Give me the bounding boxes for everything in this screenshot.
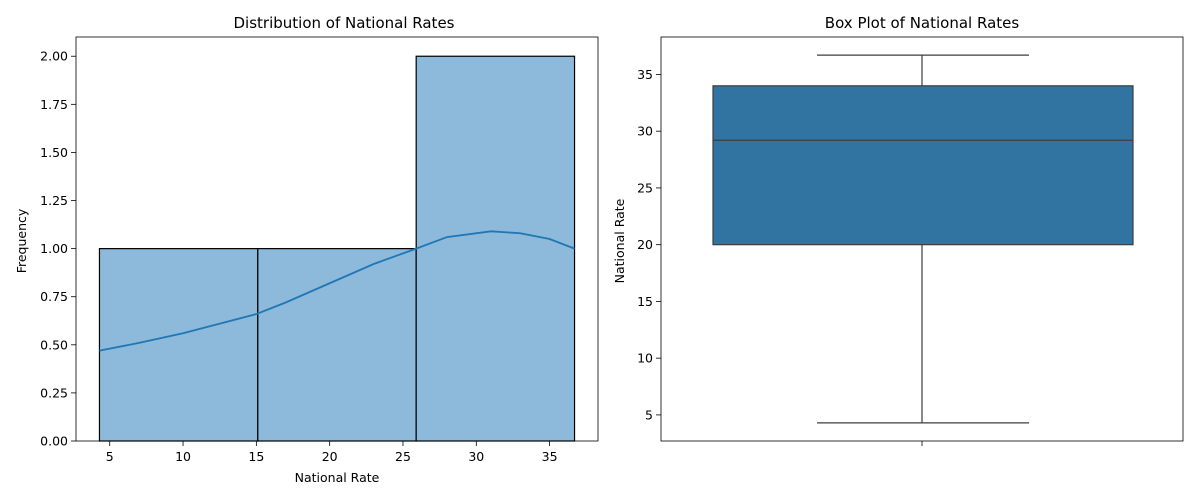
histogram-frame xyxy=(75,36,599,442)
boxplot-title: Box Plot of National Rates xyxy=(825,14,1020,32)
histogram-x-ticks: 5 10 15 20 25 30 35 xyxy=(106,441,558,464)
histogram-x-tick-label: 15 xyxy=(248,449,264,464)
histogram-x-tick-label: 20 xyxy=(322,449,338,464)
histogram-x-tick-label: 35 xyxy=(542,449,558,464)
histogram-y-tick-label: 0.25 xyxy=(40,385,68,400)
histogram-y-tick-label: 1.25 xyxy=(40,193,68,208)
histogram-bar-1 xyxy=(98,248,259,442)
iqr-box xyxy=(712,85,1134,246)
boxplot-y-tick-label: 35 xyxy=(637,67,653,82)
boxplot-y-tick-label: 15 xyxy=(637,294,653,309)
histogram-bar-2 xyxy=(257,248,417,442)
histogram-marks xyxy=(98,55,576,442)
histogram-y-tick-label: 0.50 xyxy=(40,337,68,352)
boxplot-y-ticks: 5 10 15 20 25 30 35 xyxy=(637,67,661,422)
histogram-x-label: National Rate xyxy=(295,470,380,485)
histogram-y-tick-label: 0.00 xyxy=(40,434,68,449)
histogram-y-tick-label: 2.00 xyxy=(40,49,68,64)
histogram-y-tick-label: 1.00 xyxy=(40,241,68,256)
histogram-y-tick-label: 1.50 xyxy=(40,145,68,160)
boxplot-y-tick-label: 30 xyxy=(637,124,653,139)
histogram-bar-3 xyxy=(415,55,576,442)
histogram-x-tick-label: 5 xyxy=(106,449,114,464)
histogram-y-ticks: 0.00 0.25 0.50 0.75 1.00 1.25 1.50 1.75 2.00 xyxy=(40,49,76,449)
kde-line xyxy=(99,230,575,352)
boxplot-y-label: National Rate xyxy=(612,198,627,283)
histogram-y-tick-label: 1.75 xyxy=(40,97,68,112)
histogram-x-tick-label: 10 xyxy=(175,449,191,464)
boxplot-marks xyxy=(712,54,1134,424)
histogram-title: Distribution of National Rates xyxy=(234,14,455,32)
histogram-y-label: Frequency xyxy=(14,208,29,273)
boxplot-y-tick-label: 10 xyxy=(637,351,653,366)
histogram-x-tick-label: 30 xyxy=(468,449,484,464)
boxplot-panel: Box Plot of National Rates 5 10 15 20 25 30 35… xyxy=(612,14,1184,446)
boxplot-y-tick-label: 5 xyxy=(645,407,653,422)
histogram-x-tick-label: 25 xyxy=(395,449,411,464)
histogram-y-tick-label: 0.75 xyxy=(40,289,68,304)
boxplot-y-tick-label: 25 xyxy=(637,180,653,195)
histogram-panel: Distribution of National Rates 5 10 15 20 25… xyxy=(14,14,599,485)
boxplot-y-tick-label: 20 xyxy=(637,237,653,252)
